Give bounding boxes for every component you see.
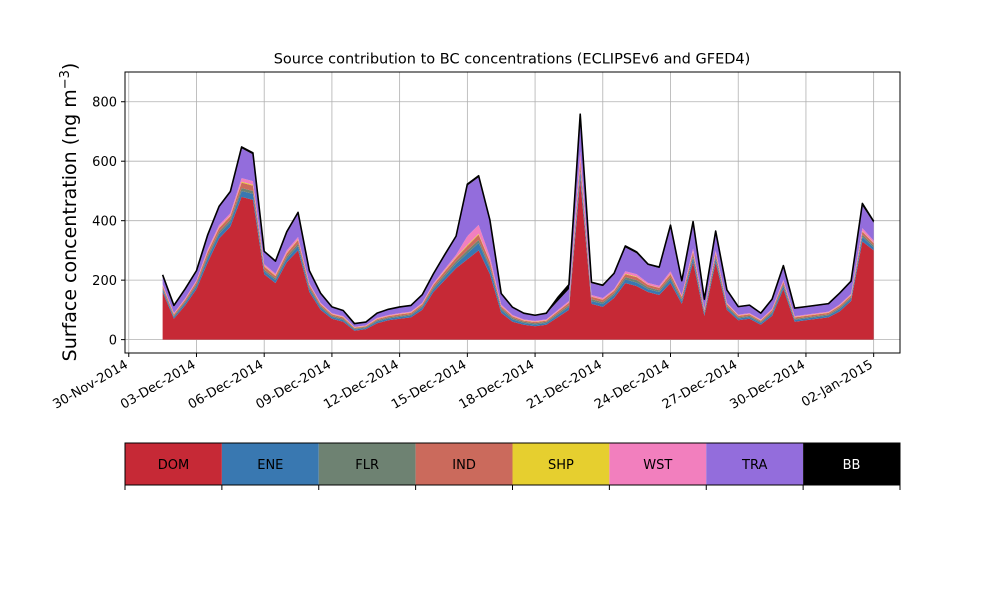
y-tick-label: 0 [109, 334, 117, 349]
legend-label-shp: SHP [548, 458, 574, 473]
total-concentration-line [161, 113, 875, 325]
legend-swatch-ind [415, 443, 513, 485]
chart-title: Source contribution to BC concentrations… [274, 52, 751, 68]
legend-colorbar: DOM ENE FLR IND SHP WST TRA BB [124, 442, 901, 490]
legend-swatch-bb [803, 443, 900, 485]
y-tick-label: 600 [92, 155, 117, 170]
y-axis-label-superscript: −3 [58, 70, 73, 89]
legend-label-ind: IND [452, 458, 476, 473]
legend-swatch-tra [706, 443, 804, 485]
y-tick-label: 800 [92, 96, 117, 111]
legend-label-wst: WST [643, 458, 672, 473]
legend-label-bb: BB [843, 458, 861, 473]
legend-swatch-wst [609, 443, 707, 485]
y-tick-label: 200 [92, 274, 117, 289]
legend-label-tra: TRA [741, 458, 767, 473]
y-axis-label-close: ) [59, 63, 81, 70]
legend-swatch-shp [512, 443, 610, 485]
y-axis-label-main: Surface concentration (ng m [59, 89, 81, 361]
legend-swatch-dom [125, 443, 222, 485]
legend-label-ene: ENE [257, 458, 283, 473]
legend-label-dom: DOM [158, 458, 189, 473]
legend-swatch-ene [221, 443, 319, 485]
area-dom [162, 179, 874, 340]
y-tick-label: 400 [92, 215, 117, 230]
legend-swatch-flr [318, 443, 416, 485]
y-axis-ticks: 0 200 400 600 800 [92, 96, 125, 349]
y-axis-label: Surface concentration (ng m−3) [58, 63, 82, 362]
plot-frame [124, 71, 901, 354]
stacked-areas [162, 114, 874, 340]
legend-label-flr: FLR [355, 458, 379, 473]
